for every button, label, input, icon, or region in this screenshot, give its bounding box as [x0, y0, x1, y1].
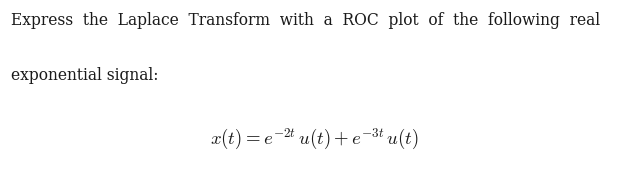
Text: exponential signal:: exponential signal: — [11, 67, 159, 84]
Text: Express  the  Laplace  Transform  with  a  ROC  plot  of  the  following  real: Express the Laplace Transform with a ROC… — [11, 12, 601, 29]
Text: $x(t) = e^{-2t}\, u(t) + e^{-3t}\, u(t)$: $x(t) = e^{-2t}\, u(t) + e^{-3t}\, u(t)$ — [210, 127, 419, 152]
